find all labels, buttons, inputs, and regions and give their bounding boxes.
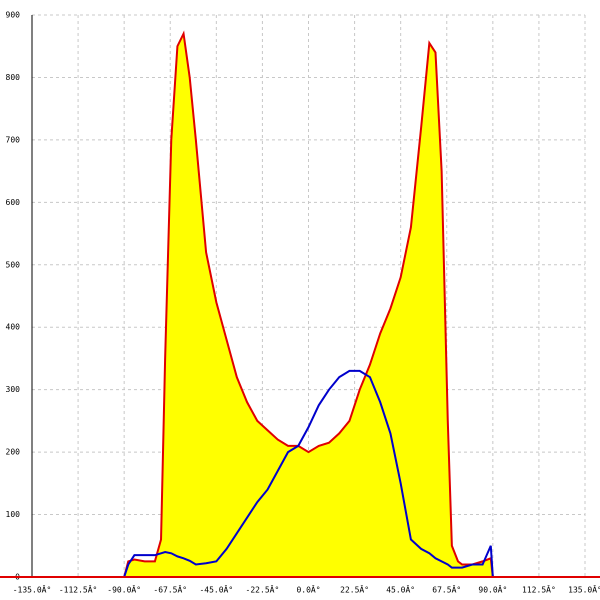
y-tick-label: 400 — [6, 323, 21, 332]
x-tick-label: 112.5Â° — [522, 584, 556, 595]
x-tick-label: 67.5Â° — [432, 584, 461, 595]
x-tick-label: -45.0Â° — [199, 584, 233, 595]
x-tick-label: 22.5Â° — [340, 584, 369, 595]
area — [124, 33, 493, 577]
x-tick-label: -67.5Â° — [153, 584, 187, 595]
y-tick-label: 500 — [6, 260, 21, 269]
x-tick-label: -22.5Â° — [246, 584, 280, 595]
y-tick-label: 300 — [6, 385, 21, 394]
y-tick-label: 100 — [6, 510, 21, 519]
x-tick-label: 45.0Â° — [386, 584, 415, 595]
x-tick-label: -112.5Â° — [59, 584, 98, 595]
y-tick-label: 200 — [6, 448, 21, 457]
y-tick-label: 800 — [6, 73, 21, 82]
x-tick-label: 0.0Â° — [296, 584, 320, 595]
line — [123, 30, 494, 578]
y-tick-label: 700 — [6, 135, 21, 144]
y-tick-label: 600 — [6, 198, 21, 207]
x-tick-label: -135.0Â° — [13, 584, 52, 595]
y-tick-label: 900 — [6, 11, 21, 20]
x-tick-label: 90.0Â° — [478, 584, 507, 595]
line — [123, 369, 494, 578]
x-tick-label: -90.0Â° — [107, 584, 141, 595]
x-tick-label: 135.0Â° — [568, 584, 600, 595]
